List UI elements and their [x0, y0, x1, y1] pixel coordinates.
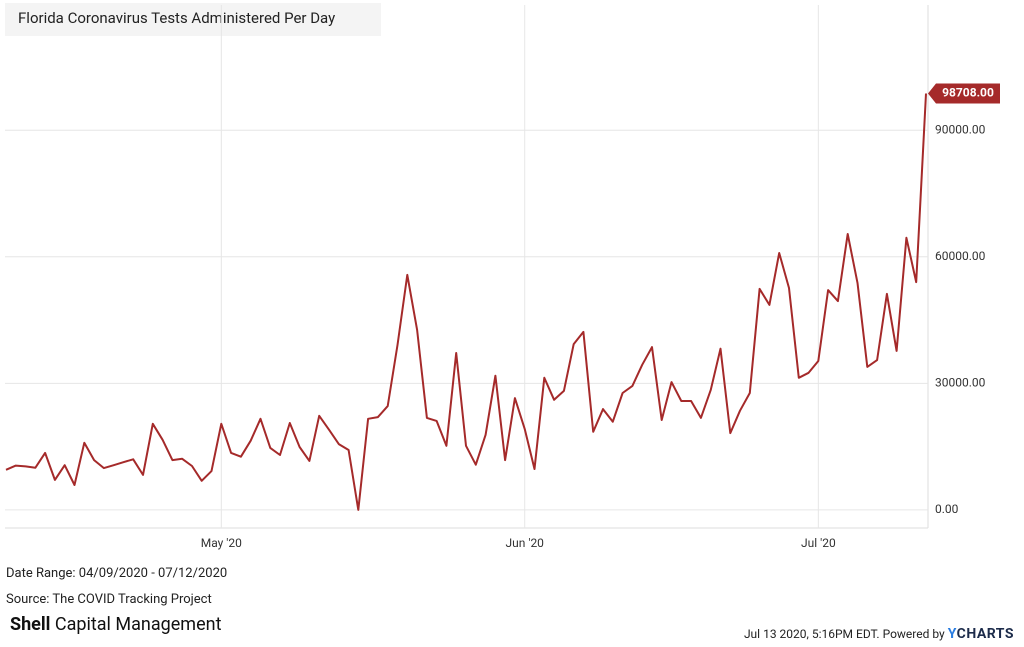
x-tick-label: Jun '20	[506, 536, 545, 550]
value-label-box	[928, 83, 1000, 104]
brand: Shell Capital Management	[10, 614, 221, 635]
chart: Florida Coronavirus Tests Administered P…	[5, 3, 1000, 550]
brand-rest: Capital Management	[54, 614, 222, 635]
x-tick-label: Jul '20	[801, 536, 836, 550]
line-series	[5, 93, 927, 511]
x-tick-label: May '20	[201, 536, 242, 550]
chart-title: Florida Coronavirus Tests Administered P…	[18, 9, 335, 27]
title-box	[5, 3, 381, 36]
footer: Jul 13 2020, 5:16PM EDT. Powered by YCHA…	[744, 626, 1014, 642]
y-tick-label: 60000.00	[935, 249, 986, 263]
timestamp: Jul 13 2020, 5:16PM EDT. Powered by	[743, 627, 945, 641]
y-tick-label: 30000.00	[935, 376, 986, 390]
date-range: Date Range: 04/09/2020 - 07/12/2020	[6, 566, 228, 581]
brand-bold: Shell	[10, 614, 51, 635]
source: Source: The COVID Tracking Project	[6, 592, 212, 607]
value-label: 98708.00	[942, 86, 994, 100]
y-tick-label: 90000.00	[935, 122, 986, 136]
logo: YCHARTS	[947, 626, 1014, 642]
y-tick-label: 0.00	[935, 502, 959, 516]
